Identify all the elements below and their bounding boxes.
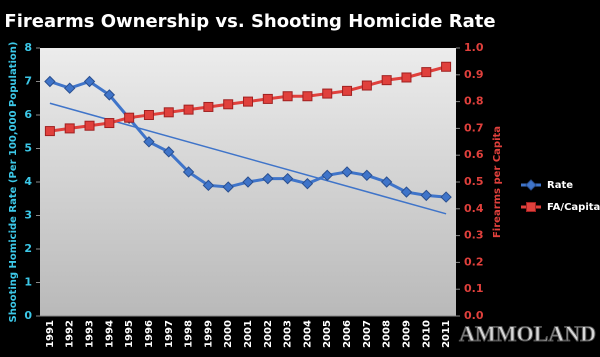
y2-tick-label: 0.5: [464, 175, 484, 188]
point: [420, 189, 432, 202]
point: [104, 118, 115, 129]
point: [400, 186, 413, 198]
x-tick-label: 2011: [441, 320, 452, 348]
point: [183, 104, 194, 115]
legend-marker: [525, 179, 537, 191]
legend-label: Rate: [547, 180, 573, 191]
x-tick-label: 2009: [401, 320, 412, 348]
point: [262, 93, 273, 104]
point: [380, 176, 393, 188]
point: [203, 101, 214, 112]
point: [64, 82, 76, 94]
point: [44, 126, 55, 137]
y2-tick-label: 0.9: [464, 68, 484, 81]
x-tick-label: 1995: [124, 320, 135, 348]
legend-label: FA/Capita: [547, 202, 600, 213]
point: [64, 123, 75, 134]
y-tick-label: 7: [24, 75, 32, 88]
point: [124, 112, 135, 123]
legend-marker: [526, 202, 536, 212]
x-tick-label: 1994: [104, 320, 115, 348]
x-tick-label: 2007: [362, 320, 373, 348]
x-tick-label: 1998: [184, 320, 195, 348]
watermark: AMMOLAND: [459, 321, 596, 346]
y-tick-label: 3: [24, 209, 32, 222]
y2-tick-label: 0.1: [464, 282, 484, 295]
point: [163, 146, 175, 158]
y-axis-title: Shooting Homicide Rate (Per 100,000 Popu…: [8, 42, 19, 323]
y2-tick-label: 0.3: [464, 229, 484, 242]
x-tick-label: 1993: [85, 320, 96, 348]
point: [202, 179, 215, 192]
x-tick-label: 2004: [302, 320, 313, 348]
x-tick-label: 2006: [342, 320, 353, 348]
point: [262, 172, 274, 185]
x-tick-label: 2001: [243, 320, 254, 348]
y-tick-label: 5: [24, 142, 32, 155]
point: [421, 67, 432, 78]
x-tick-label: 2003: [283, 320, 294, 348]
y2-tick-label: 0.0: [464, 309, 484, 322]
x-tick-label: 2010: [421, 320, 432, 348]
point: [103, 89, 116, 101]
point: [441, 61, 452, 72]
y2-tick-label: 1.0: [464, 41, 484, 54]
x-tick-label: 2002: [263, 320, 274, 348]
y-tick-label: 1: [24, 276, 32, 289]
point: [44, 75, 56, 88]
point: [83, 75, 96, 88]
point: [401, 72, 412, 83]
x-tick-label: 1991: [45, 320, 56, 348]
y2-axis-title: Firearms per Capita: [492, 126, 503, 238]
x-tick-label: 2000: [223, 320, 234, 348]
y-tick-label: 0: [24, 309, 32, 322]
x-tick-label: 2005: [322, 320, 333, 348]
x-tick-label: 1996: [144, 320, 155, 348]
point: [182, 166, 195, 178]
point: [322, 88, 333, 99]
point: [243, 96, 253, 107]
x-tick-label: 1992: [65, 320, 76, 348]
point: [84, 120, 95, 131]
y-tick-label: 2: [24, 242, 32, 255]
x-tick-label: 1997: [164, 320, 175, 348]
x-tick-label: 2008: [382, 320, 393, 348]
point: [302, 91, 313, 102]
point: [361, 169, 373, 182]
point: [381, 75, 392, 86]
point: [143, 136, 155, 148]
y2-tick-label: 0.2: [464, 255, 484, 268]
point: [163, 107, 174, 118]
point: [361, 80, 372, 91]
point: [222, 181, 234, 193]
point: [440, 191, 452, 203]
y2-tick-label: 0.4: [464, 202, 484, 215]
y-tick-label: 6: [24, 108, 32, 121]
point: [282, 91, 293, 102]
point: [321, 169, 333, 182]
y-tick-label: 8: [24, 41, 32, 54]
point: [341, 166, 353, 178]
y2-tick-label: 0.7: [464, 121, 484, 134]
y-tick-label: 4: [24, 175, 32, 188]
y2-tick-label: 0.6: [464, 148, 484, 161]
y2-tick-label: 0.8: [464, 95, 484, 108]
point: [143, 110, 154, 120]
point: [342, 85, 353, 96]
point: [223, 99, 234, 110]
chart-title: Firearms Ownership vs. Shooting Homicide…: [4, 11, 495, 32]
x-tick-label: 1999: [203, 320, 214, 348]
point: [301, 177, 314, 190]
point: [242, 176, 254, 188]
point: [281, 172, 294, 185]
